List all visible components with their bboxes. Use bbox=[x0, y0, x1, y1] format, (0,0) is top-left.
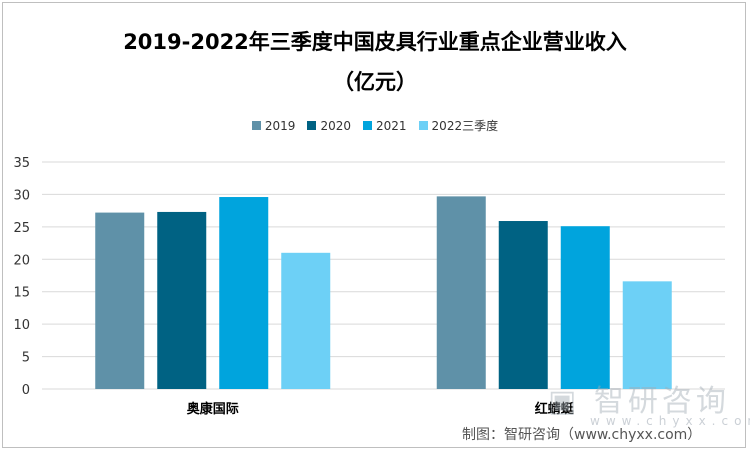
bar-2019-红蜻蜓 bbox=[436, 196, 486, 389]
credit: 制图：智研咨询（www.chyxx.com） bbox=[462, 427, 702, 443]
y-tick-label: 5 bbox=[22, 351, 30, 366]
bar-2021-红蜻蜓 bbox=[560, 226, 610, 389]
bar-2022三季度-奥康国际 bbox=[281, 252, 331, 389]
y-tick-label: 10 bbox=[13, 318, 30, 333]
watermark-url: www.chyxx.com bbox=[590, 414, 750, 428]
legend-item: 2020 bbox=[307, 117, 351, 134]
legend-swatch bbox=[418, 121, 428, 130]
bar-2020-红蜻蜓 bbox=[498, 221, 548, 389]
chart-title: 2019-2022年三季度中国皮具行业重点企业营业收入 bbox=[123, 30, 627, 54]
watermark: ▣ 智研咨询 bbox=[548, 384, 730, 419]
legend-swatch bbox=[307, 121, 317, 130]
legend: 2019 2020 2021 2022三季度 bbox=[0, 117, 750, 134]
legend-swatch bbox=[251, 121, 261, 130]
bar-2020-奥康国际 bbox=[157, 211, 207, 389]
legend-label: 2020 bbox=[320, 118, 351, 133]
legend-label: 2022三季度 bbox=[431, 119, 499, 133]
y-tick-label: 30 bbox=[13, 188, 30, 203]
x-tick-label: 红蜻蜓 bbox=[535, 401, 575, 417]
y-tick-label: 35 bbox=[13, 156, 30, 171]
x-tick-label: 奥康国际 bbox=[187, 401, 239, 417]
y-tick-label: 20 bbox=[13, 253, 30, 268]
legend-swatch bbox=[363, 121, 372, 130]
legend-item: 2019 bbox=[251, 117, 296, 134]
y-tick-label: 15 bbox=[13, 286, 30, 301]
chart-title-unit: （亿元） bbox=[333, 70, 417, 94]
legend-item: 2022三季度 bbox=[418, 117, 499, 134]
legend-label: 2019 bbox=[264, 118, 296, 133]
y-tick-label: 25 bbox=[13, 221, 30, 236]
legend-item: 2021 bbox=[363, 117, 407, 134]
bar-2019-奥康国际 bbox=[95, 212, 145, 389]
legend-label: 2021 bbox=[376, 118, 407, 133]
bar-2021-奥康国际 bbox=[219, 197, 269, 389]
y-tick-label: 0 bbox=[22, 383, 30, 398]
bar-2022三季度-红蜻蜓 bbox=[622, 281, 672, 389]
